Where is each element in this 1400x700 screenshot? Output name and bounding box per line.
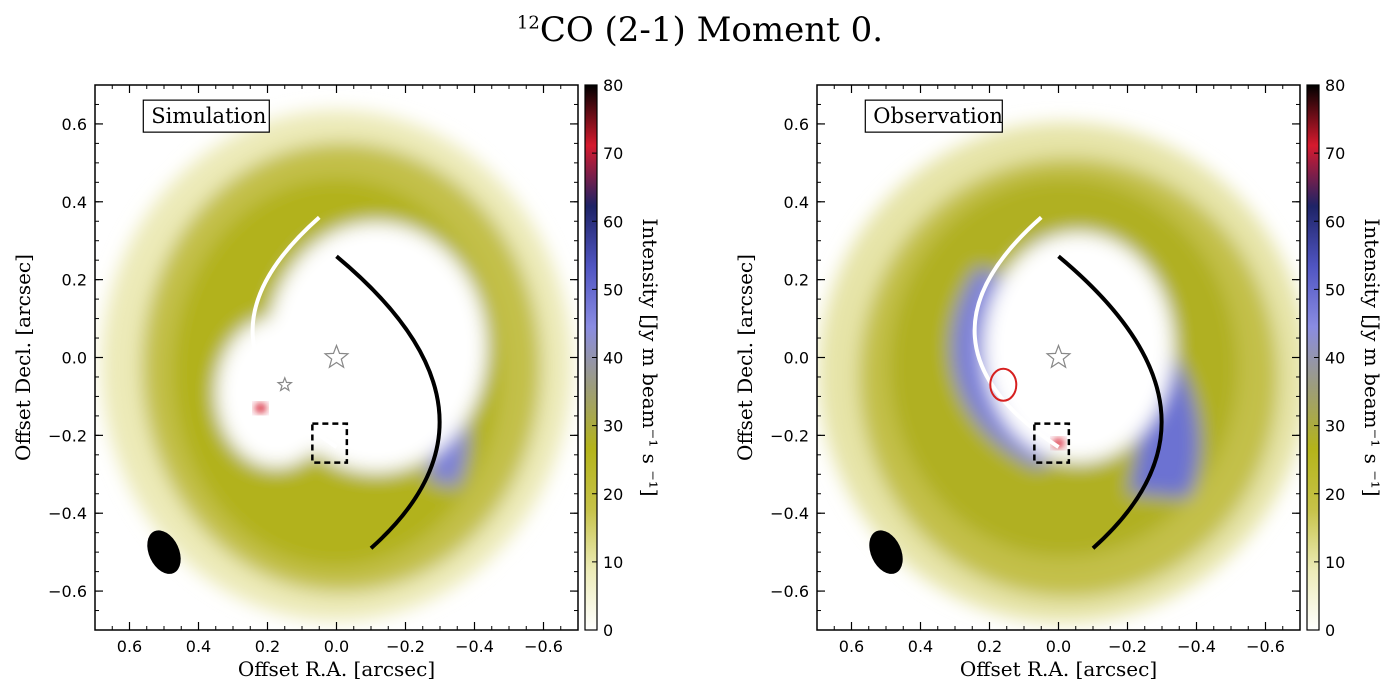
black-spiral-arc (1057, 254, 1164, 550)
red-circle-marker (989, 367, 1018, 402)
y-tick-label: −0.4 (770, 504, 809, 523)
y-axis-label: Offset Decl. [arcsec] (11, 254, 35, 461)
peak-emission (254, 403, 267, 414)
colorbar-tick-label: 10 (603, 553, 623, 572)
x-axis-label: Offset R.A. [arcsec] (238, 657, 435, 681)
map-emission (101, 110, 572, 621)
y-tick-label: −0.2 (48, 426, 87, 445)
dashed-box-marker (311, 422, 349, 464)
colorbar-tick-label: 80 (603, 76, 623, 95)
y-tick-label: 0.2 (784, 271, 809, 290)
central-star-marker (323, 343, 350, 369)
companion-star-marker (276, 376, 294, 392)
beam-ellipse (869, 530, 903, 574)
intensity-map (817, 85, 1300, 630)
colorbar-tick-label: 50 (1325, 280, 1345, 299)
x-tick-label: 0.0 (1046, 637, 1071, 656)
white-spiral-arc (250, 215, 338, 449)
x-tick-label: 0.6 (839, 637, 864, 656)
figure-title: 12CO (2-1) Moment 0. (0, 10, 1400, 50)
x-tick-label: 0.4 (908, 637, 933, 656)
y-tick-label: 0.4 (62, 193, 87, 212)
x-tick-label: 0.0 (324, 637, 349, 656)
figure-title-text: CO (2-1) Moment 0. (539, 10, 884, 50)
panel-label: Observation (873, 104, 1003, 128)
colorbar-tick-label: 40 (1325, 349, 1345, 368)
figure-title-superscript: 12 (516, 12, 540, 34)
x-tick-label: 0.4 (186, 637, 211, 656)
y-tick-label: 0.4 (784, 193, 809, 212)
central-star-marker (1045, 343, 1072, 369)
colorbar-tick-label: 70 (1325, 144, 1345, 163)
colorbar-tick-label: 60 (603, 212, 623, 231)
colorbar-tick-label: 30 (1325, 417, 1345, 436)
panel-label: Simulation (151, 104, 266, 128)
colorbar-tick-label: 50 (603, 280, 623, 299)
y-tick-label: −0.2 (770, 426, 809, 445)
x-tick-label: 0.2 (977, 637, 1002, 656)
colorbar-tick-label: 0 (603, 621, 613, 640)
x-axis-label: Offset R.A. [arcsec] (960, 657, 1157, 681)
y-tick-label: −0.6 (770, 582, 809, 601)
y-tick-label: 0.6 (62, 115, 87, 134)
black-spiral-arc (335, 254, 442, 550)
dashed-box-marker (1033, 422, 1071, 464)
y-axis-label: Offset Decl. [arcsec] (733, 254, 757, 461)
y-tick-label: 0.6 (784, 115, 809, 134)
colorbar-tick-label: 20 (603, 485, 623, 504)
x-tick-label: −0.4 (1177, 637, 1216, 656)
beam-ellipse (147, 530, 181, 574)
colorbar-tick-label: 0 (1325, 621, 1335, 640)
x-tick-label: −0.2 (1108, 637, 1147, 656)
colorbar-tick-label: 60 (1325, 212, 1345, 231)
panel-label-box (864, 99, 1003, 133)
colorbar-tick-label: 30 (603, 417, 623, 436)
panel-observation: 0.6 0.4 0.2 0.0 −0.2 −0.4 −0.6 0.6 0.4 0.2 0.0 −0.2… (733, 76, 1384, 681)
colorbar-tick-label: 80 (1325, 76, 1345, 95)
central-cavity (983, 232, 1174, 463)
y-tick-label: −0.4 (48, 504, 87, 523)
x-tick-label: −0.2 (386, 637, 425, 656)
x-tick-label: −0.6 (524, 637, 563, 656)
colorbar-label: Intensity [Jy m beam⁻¹ s ⁻¹] (638, 218, 662, 496)
x-tick-label: −0.4 (455, 637, 494, 656)
y-tick-label: 0.2 (62, 271, 87, 290)
intensity-map (95, 85, 578, 630)
y-tick-label: 0.0 (784, 349, 809, 368)
map-emission (818, 122, 1300, 623)
panel-label-box (142, 99, 270, 133)
colorbar-tick-label: 20 (1325, 485, 1345, 504)
x-tick-label: 0.6 (117, 637, 142, 656)
y-tick-label: 0.0 (62, 349, 87, 368)
east-arc-emission (951, 267, 1069, 468)
colorbar-label: Intensity [Jy m beam⁻¹ s ⁻¹] (1360, 218, 1384, 496)
x-tick-label: −0.6 (1246, 637, 1285, 656)
colorbar-tick-label: 70 (603, 144, 623, 163)
y-tick-label: −0.6 (48, 582, 87, 601)
panel-simulation: 0.6 0.4 0.2 0.0 −0.2 −0.4 −0.6 0.6 0.4 0.2 0.0 −0.2… (11, 76, 662, 681)
colorbar-tick-label: 10 (1325, 553, 1345, 572)
colorbar-tick-label: 40 (603, 349, 623, 368)
west-arc-emission (1038, 237, 1199, 498)
x-tick-label: 0.2 (255, 637, 280, 656)
white-spiral-arc (972, 215, 1060, 449)
